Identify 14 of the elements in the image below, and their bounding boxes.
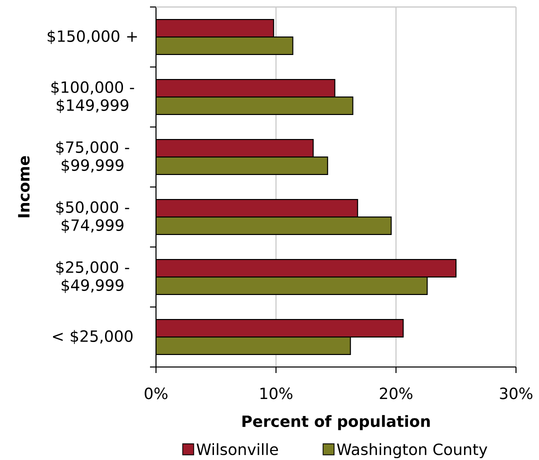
legend-label: Wilsonville [196, 443, 278, 456]
legend-label: Washington County [337, 443, 488, 458]
y-tick-label: $50,000 - $74,999 [56, 200, 130, 234]
y-axis-title: Income [18, 156, 30, 218]
x-tick-label: 0% [144, 388, 168, 400]
y-tick-label: $100,000 - $149,999 [51, 80, 134, 114]
x-tick-label: 20% [380, 388, 412, 400]
y-tick-label: $25,000 - $49,999 [56, 260, 130, 294]
x-tick-label: 30% [500, 388, 532, 400]
x-tick-label: 10% [260, 388, 292, 400]
y-tick-label: $75,000 - $99,999 [56, 140, 130, 174]
x-axis-title: Percent of population [242, 415, 430, 430]
y-tick-label: < $25,000 [52, 330, 133, 344]
y-tick-label: $150,000 + [48, 30, 137, 44]
